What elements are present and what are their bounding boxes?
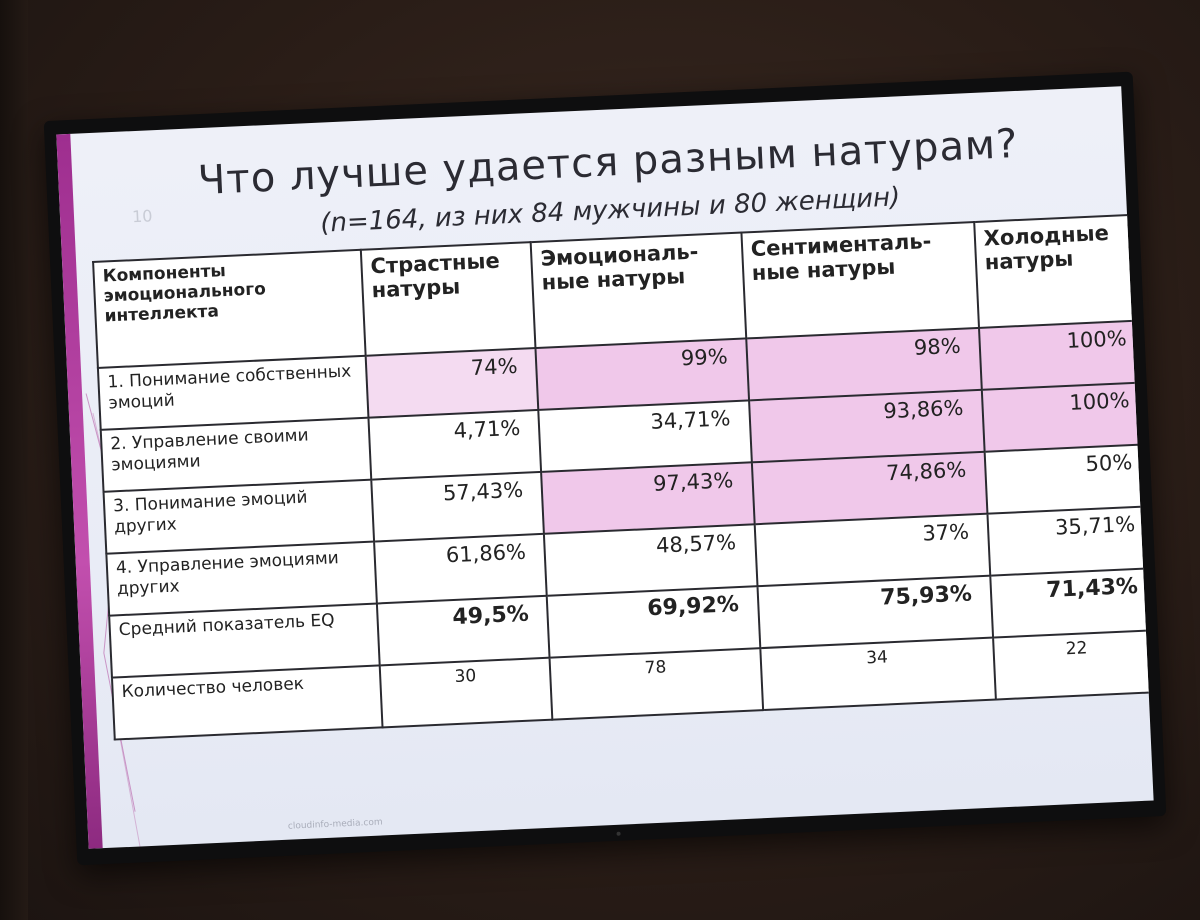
header-components: Компоненты эмоционального интеллекта: [93, 249, 366, 368]
cell-passionate: 74%: [365, 348, 539, 418]
tv-power-led: [616, 831, 621, 836]
wall-edge: [0, 0, 28, 920]
footer-url: cloudinfo-media.com: [287, 817, 383, 832]
cell-cold: 22: [992, 630, 1154, 700]
cell-cold: 100%: [978, 320, 1148, 390]
cell-sentimental: 37%: [754, 513, 991, 587]
cell-passionate: 49,5%: [376, 595, 550, 666]
cell-passionate: 4,71%: [368, 409, 542, 480]
cell-emotional: 48,57%: [544, 524, 758, 596]
cell-sentimental: 75,93%: [757, 575, 993, 649]
header-passionate: Страстные натуры: [360, 242, 536, 356]
cell-sentimental: 98%: [745, 327, 982, 401]
cell-emotional: 99%: [535, 338, 749, 410]
cell-passionate: 30: [379, 657, 553, 728]
slide-number: 10: [131, 206, 153, 227]
cell-cold: 71,43%: [990, 568, 1154, 638]
header-cold: Холодные натуры: [973, 214, 1145, 328]
header-emotional: Эмоциональ-ные натуры: [530, 232, 746, 349]
header-sentimental: Сентименталь-ные натуры: [740, 222, 979, 339]
cell-cold: 50%: [984, 444, 1154, 514]
cell-emotional: 69,92%: [546, 586, 760, 658]
cell-sentimental: 74,86%: [751, 451, 988, 525]
cell-sentimental: 34: [759, 637, 996, 711]
cell-emotional: 78: [549, 648, 763, 720]
presentation-slide: 10 Что лучше удается разным натурам? (n=…: [56, 86, 1154, 849]
tv-screen-frame: 10 Что лучше удается разным натурам? (n=…: [43, 71, 1167, 866]
cell-passionate: 57,43%: [371, 471, 545, 542]
cell-cold: 35,71%: [987, 506, 1154, 576]
cell-sentimental: 93,86%: [748, 389, 985, 463]
cell-passionate: 61,86%: [374, 533, 547, 604]
cell-emotional: 34,71%: [538, 400, 752, 472]
eq-comparison-table: Компоненты эмоционального интеллекта Стр…: [92, 213, 1154, 740]
cell-emotional: 97,43%: [541, 462, 755, 534]
row-label: Количество человек: [111, 665, 383, 740]
cell-cold: 100%: [981, 382, 1151, 452]
